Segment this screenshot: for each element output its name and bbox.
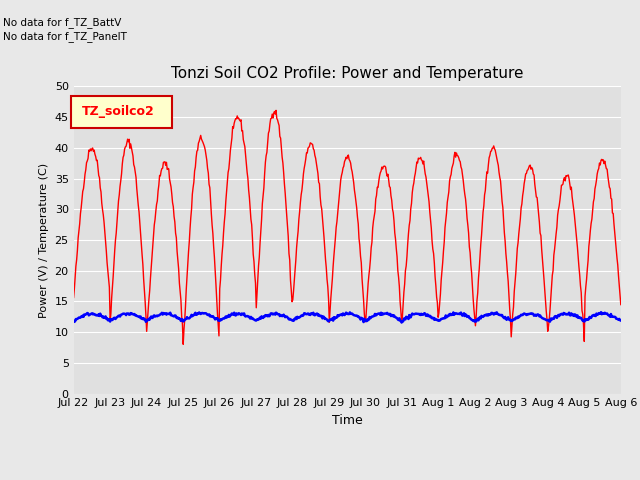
Y-axis label: Power (V) / Temperature (C): Power (V) / Temperature (C): [39, 162, 49, 318]
Title: Tonzi Soil CO2 Profile: Power and Temperature: Tonzi Soil CO2 Profile: Power and Temper…: [171, 66, 524, 81]
FancyBboxPatch shape: [71, 96, 172, 128]
Text: TZ_soilco2: TZ_soilco2: [82, 105, 154, 118]
Text: No data for f_TZ_BattV: No data for f_TZ_BattV: [3, 17, 122, 28]
Text: No data for f_TZ_PanelT: No data for f_TZ_PanelT: [3, 31, 127, 42]
X-axis label: Time: Time: [332, 414, 363, 427]
